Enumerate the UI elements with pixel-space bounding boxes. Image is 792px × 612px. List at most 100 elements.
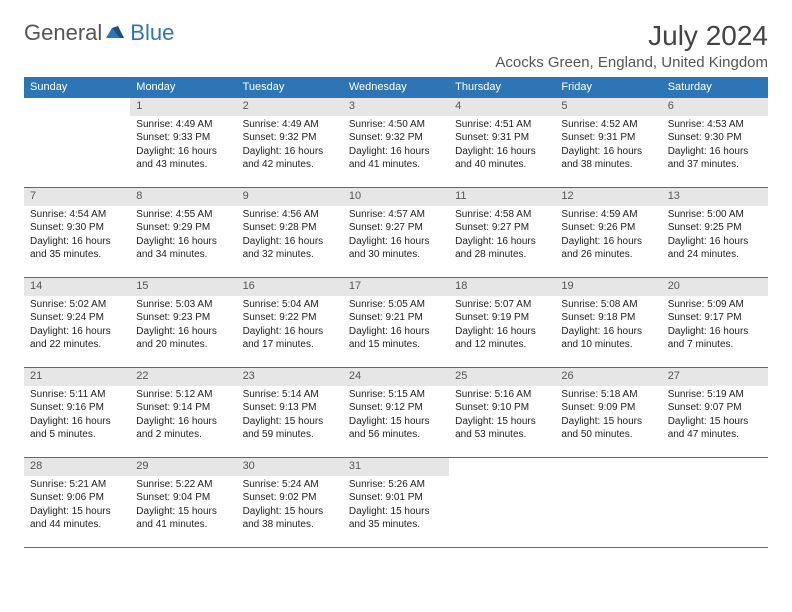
sunset-text: Sunset: 9:06 PM [30, 491, 124, 505]
logo-text-general: General [24, 20, 102, 46]
logo-mark-icon [106, 20, 126, 46]
day-number: 2 [237, 98, 343, 116]
sunset-text: Sunset: 9:07 PM [668, 401, 762, 415]
day-number [555, 458, 661, 476]
daylight-text: Daylight: 16 hours and 15 minutes. [349, 325, 443, 352]
sunset-text: Sunset: 9:16 PM [30, 401, 124, 415]
day-cell: Sunrise: 5:15 AMSunset: 9:12 PMDaylight:… [343, 386, 449, 458]
sunset-text: Sunset: 9:23 PM [136, 311, 230, 325]
day-number: 5 [555, 98, 661, 116]
sunset-text: Sunset: 9:24 PM [30, 311, 124, 325]
sunrise-text: Sunrise: 4:52 AM [561, 118, 655, 132]
daylight-text: Daylight: 16 hours and 40 minutes. [455, 145, 549, 172]
day-number-row: 21222324252627 [24, 368, 768, 386]
day-number: 29 [130, 458, 236, 476]
sunrise-text: Sunrise: 5:14 AM [243, 388, 337, 402]
sunrise-text: Sunrise: 4:54 AM [30, 208, 124, 222]
sunset-text: Sunset: 9:29 PM [136, 221, 230, 235]
day-number: 9 [237, 188, 343, 206]
day-number: 18 [449, 278, 555, 296]
sunrise-text: Sunrise: 5:00 AM [668, 208, 762, 222]
day-cell: Sunrise: 4:53 AMSunset: 9:30 PMDaylight:… [662, 116, 768, 188]
weekday-header: Thursday [449, 77, 555, 98]
sunset-text: Sunset: 9:33 PM [136, 131, 230, 145]
day-number: 30 [237, 458, 343, 476]
sunrise-text: Sunrise: 5:15 AM [349, 388, 443, 402]
daylight-text: Daylight: 16 hours and 7 minutes. [668, 325, 762, 352]
sunset-text: Sunset: 9:26 PM [561, 221, 655, 235]
day-number: 22 [130, 368, 236, 386]
daylight-text: Daylight: 16 hours and 37 minutes. [668, 145, 762, 172]
day-cell [24, 116, 130, 188]
daylight-text: Daylight: 15 hours and 35 minutes. [349, 505, 443, 532]
day-cell: Sunrise: 4:52 AMSunset: 9:31 PMDaylight:… [555, 116, 661, 188]
day-number: 10 [343, 188, 449, 206]
sunset-text: Sunset: 9:32 PM [243, 131, 337, 145]
weekday-header: Wednesday [343, 77, 449, 98]
day-number: 12 [555, 188, 661, 206]
sunrise-text: Sunrise: 4:50 AM [349, 118, 443, 132]
sunrise-text: Sunrise: 4:59 AM [561, 208, 655, 222]
day-cell: Sunrise: 4:51 AMSunset: 9:31 PMDaylight:… [449, 116, 555, 188]
sunset-text: Sunset: 9:01 PM [349, 491, 443, 505]
day-cell: Sunrise: 5:03 AMSunset: 9:23 PMDaylight:… [130, 296, 236, 368]
daylight-text: Daylight: 15 hours and 59 minutes. [243, 415, 337, 442]
sunrise-text: Sunrise: 5:24 AM [243, 478, 337, 492]
day-number: 1 [130, 98, 236, 116]
day-number: 11 [449, 188, 555, 206]
sunset-text: Sunset: 9:09 PM [561, 401, 655, 415]
sunrise-text: Sunrise: 4:58 AM [455, 208, 549, 222]
sunset-text: Sunset: 9:18 PM [561, 311, 655, 325]
sunset-text: Sunset: 9:02 PM [243, 491, 337, 505]
day-number: 14 [24, 278, 130, 296]
weekday-header: Friday [555, 77, 661, 98]
sunrise-text: Sunrise: 5:07 AM [455, 298, 549, 312]
sunrise-text: Sunrise: 5:02 AM [30, 298, 124, 312]
calendar-table: SundayMondayTuesdayWednesdayThursdayFrid… [24, 77, 768, 548]
day-cell: Sunrise: 5:16 AMSunset: 9:10 PMDaylight:… [449, 386, 555, 458]
sunrise-text: Sunrise: 4:49 AM [243, 118, 337, 132]
day-cell: Sunrise: 4:49 AMSunset: 9:32 PMDaylight:… [237, 116, 343, 188]
daylight-text: Daylight: 15 hours and 38 minutes. [243, 505, 337, 532]
sunrise-text: Sunrise: 4:49 AM [136, 118, 230, 132]
sunrise-text: Sunrise: 5:19 AM [668, 388, 762, 402]
sunrise-text: Sunrise: 5:03 AM [136, 298, 230, 312]
daylight-text: Daylight: 16 hours and 34 minutes. [136, 235, 230, 262]
day-number: 4 [449, 98, 555, 116]
sunset-text: Sunset: 9:14 PM [136, 401, 230, 415]
sunrise-text: Sunrise: 4:56 AM [243, 208, 337, 222]
day-cell [449, 476, 555, 548]
sunrise-text: Sunrise: 4:57 AM [349, 208, 443, 222]
weekday-header: Sunday [24, 77, 130, 98]
day-number: 20 [662, 278, 768, 296]
day-number: 3 [343, 98, 449, 116]
day-cell: Sunrise: 5:09 AMSunset: 9:17 PMDaylight:… [662, 296, 768, 368]
day-info-row: Sunrise: 5:21 AMSunset: 9:06 PMDaylight:… [24, 476, 768, 548]
day-cell: Sunrise: 5:11 AMSunset: 9:16 PMDaylight:… [24, 386, 130, 458]
day-cell: Sunrise: 5:24 AMSunset: 9:02 PMDaylight:… [237, 476, 343, 548]
day-cell: Sunrise: 4:58 AMSunset: 9:27 PMDaylight:… [449, 206, 555, 278]
day-number [24, 98, 130, 116]
sunset-text: Sunset: 9:13 PM [243, 401, 337, 415]
month-title: July 2024 [495, 20, 768, 52]
daylight-text: Daylight: 16 hours and 35 minutes. [30, 235, 124, 262]
daylight-text: Daylight: 16 hours and 30 minutes. [349, 235, 443, 262]
sunrise-text: Sunrise: 5:05 AM [349, 298, 443, 312]
sunset-text: Sunset: 9:22 PM [243, 311, 337, 325]
day-cell: Sunrise: 4:49 AMSunset: 9:33 PMDaylight:… [130, 116, 236, 188]
daylight-text: Daylight: 15 hours and 47 minutes. [668, 415, 762, 442]
daylight-text: Daylight: 16 hours and 2 minutes. [136, 415, 230, 442]
day-number: 13 [662, 188, 768, 206]
day-cell: Sunrise: 5:00 AMSunset: 9:25 PMDaylight:… [662, 206, 768, 278]
sunrise-text: Sunrise: 5:04 AM [243, 298, 337, 312]
daylight-text: Daylight: 16 hours and 41 minutes. [349, 145, 443, 172]
day-cell [662, 476, 768, 548]
day-cell: Sunrise: 5:05 AMSunset: 9:21 PMDaylight:… [343, 296, 449, 368]
day-cell: Sunrise: 5:14 AMSunset: 9:13 PMDaylight:… [237, 386, 343, 458]
logo-text-blue: Blue [130, 20, 174, 46]
daylight-text: Daylight: 16 hours and 32 minutes. [243, 235, 337, 262]
day-cell: Sunrise: 4:50 AMSunset: 9:32 PMDaylight:… [343, 116, 449, 188]
weekday-header: Tuesday [237, 77, 343, 98]
day-info-row: Sunrise: 5:11 AMSunset: 9:16 PMDaylight:… [24, 386, 768, 458]
daylight-text: Daylight: 16 hours and 42 minutes. [243, 145, 337, 172]
